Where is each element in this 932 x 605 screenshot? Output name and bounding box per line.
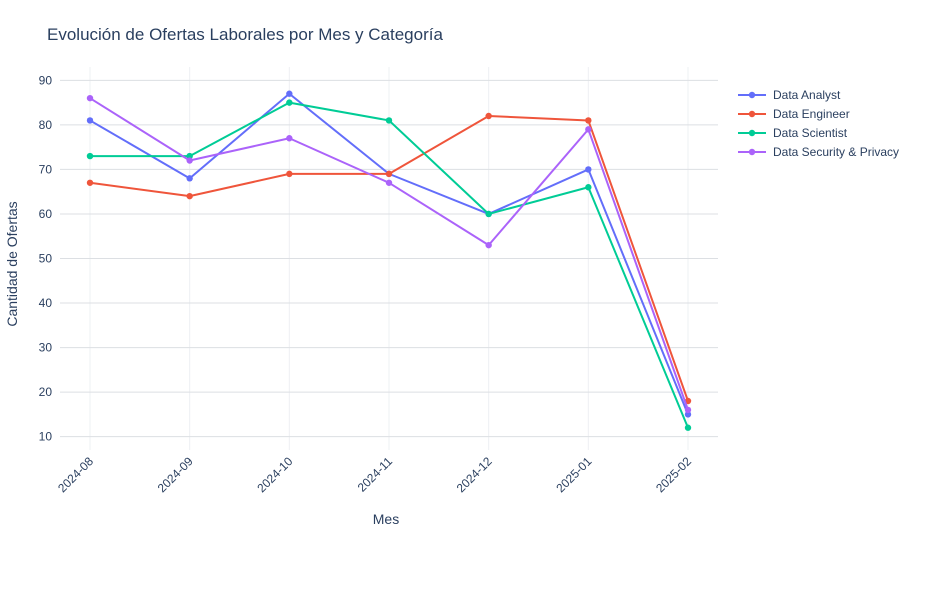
legend-item[interactable]: Data Analyst (738, 88, 841, 102)
data-point[interactable] (585, 117, 592, 124)
data-point[interactable] (186, 192, 193, 200)
x-tick-label: 2024-11 (355, 454, 396, 495)
legend-label: Data Scientist (773, 126, 848, 140)
x-axis-title: Mes (373, 511, 399, 527)
data-point[interactable] (86, 117, 94, 124)
y-axis-ticks: 10 20 30 40 50 60 70 80 90 (39, 73, 53, 443)
data-point[interactable] (585, 166, 592, 173)
x-tick-label: 2024-10 (254, 454, 295, 495)
data-point[interactable] (186, 152, 193, 160)
x-tick-label: 2024-09 (155, 454, 196, 495)
x-tick-label: 2025-01 (553, 454, 594, 495)
legend-swatch-marker (748, 148, 756, 156)
legend-label: Data Engineer (773, 107, 850, 121)
y-tick-label: 70 (39, 162, 53, 176)
x-tick-label: 2024-12 (454, 454, 495, 495)
legend-swatch-marker (748, 129, 756, 137)
legend-swatch-marker (748, 110, 756, 118)
data-point[interactable] (86, 179, 94, 186)
grid (60, 67, 718, 450)
data-point[interactable] (385, 179, 393, 186)
data-point[interactable] (585, 126, 592, 133)
data-point[interactable] (286, 170, 293, 178)
data-point[interactable] (485, 241, 492, 249)
data-point[interactable] (385, 170, 393, 178)
data-point[interactable] (485, 210, 492, 218)
legend-label: Data Security & Privacy (773, 145, 899, 159)
y-tick-label: 80 (39, 118, 53, 132)
legend-item[interactable]: Data Engineer (738, 107, 850, 121)
data-point[interactable] (684, 411, 692, 418)
data-point[interactable] (286, 90, 293, 97)
y-tick-label: 90 (39, 73, 53, 87)
x-tick-label: 2024-08 (55, 454, 96, 495)
y-tick-label: 30 (39, 341, 53, 355)
legend-swatch-marker (748, 91, 756, 99)
data-point[interactable] (186, 157, 193, 164)
legend-label: Data Analyst (773, 88, 841, 102)
series-data-security-privacy (86, 94, 692, 414)
data-point[interactable] (684, 424, 692, 431)
data-point[interactable] (385, 117, 393, 124)
data-point[interactable] (286, 135, 293, 142)
data-point[interactable] (186, 175, 193, 182)
x-tick-label: 2025-02 (653, 454, 694, 495)
data-point[interactable] (86, 152, 94, 160)
series-data-scientist (86, 99, 692, 431)
data-point[interactable] (585, 184, 592, 191)
y-tick-label: 40 (39, 296, 53, 310)
y-tick-label: 50 (39, 252, 53, 266)
data-point[interactable] (485, 112, 492, 120)
y-tick-label: 10 (39, 430, 53, 444)
y-tick-label: 60 (39, 207, 53, 221)
y-axis-title: Cantidad de Ofertas (4, 201, 20, 326)
data-point[interactable] (286, 99, 293, 106)
legend-item[interactable]: Data Scientist (738, 126, 848, 140)
data-point[interactable] (684, 406, 692, 414)
chart-title: Evolución de Ofertas Laborales por Mes y… (47, 25, 443, 44)
legend-item[interactable]: Data Security & Privacy (738, 145, 899, 159)
legend: Data Analyst Data Engineer Data Scientist D… (738, 88, 899, 159)
series-layer (86, 90, 692, 431)
y-tick-label: 20 (39, 385, 53, 399)
data-point[interactable] (86, 94, 94, 102)
x-axis-ticks: 2024-08 2024-09 2024-10 2024-11 2024-12 2025-… (55, 454, 694, 495)
